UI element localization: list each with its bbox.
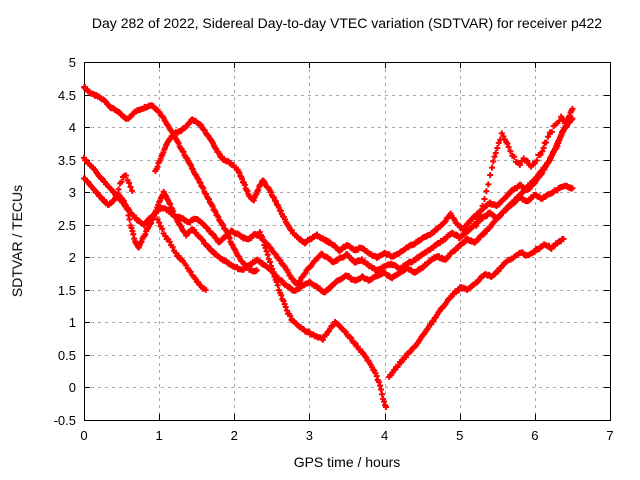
x-tick-label: 2 [230,428,238,443]
y-tick-label: 0.5 [57,347,76,363]
y-tick-label: 2.5 [57,217,76,233]
x-axis-label: GPS time / hours [293,454,401,470]
y-axis-label: SDTVAR / TECUs [9,184,25,298]
x-tick-label: 5 [456,428,464,443]
x-tick-label: 7 [606,428,614,443]
y-tick-label: 0 [68,380,76,396]
y-tick-label: 4 [68,120,76,136]
y-tick-label: 3 [68,185,76,201]
x-tick-label: 6 [531,428,539,443]
x-tick-label: 3 [305,428,314,443]
y-tick-label: 3.5 [57,152,76,168]
y-tick-label: 1 [68,315,76,331]
x-tick-label: 4 [380,428,389,443]
chart-title: Day 282 of 2022, Sidereal Day-to-day VTE… [91,15,603,31]
y-tick-label: -0.5 [53,413,76,428]
x-tick-label: 1 [155,428,163,443]
y-tick-label: 2 [68,250,76,266]
y-tick-label: 4.5 [57,87,76,103]
y-tick-label: 1.5 [57,282,76,298]
y-tick-label: 5 [68,55,76,70]
x-tick-label: 0 [80,428,88,443]
